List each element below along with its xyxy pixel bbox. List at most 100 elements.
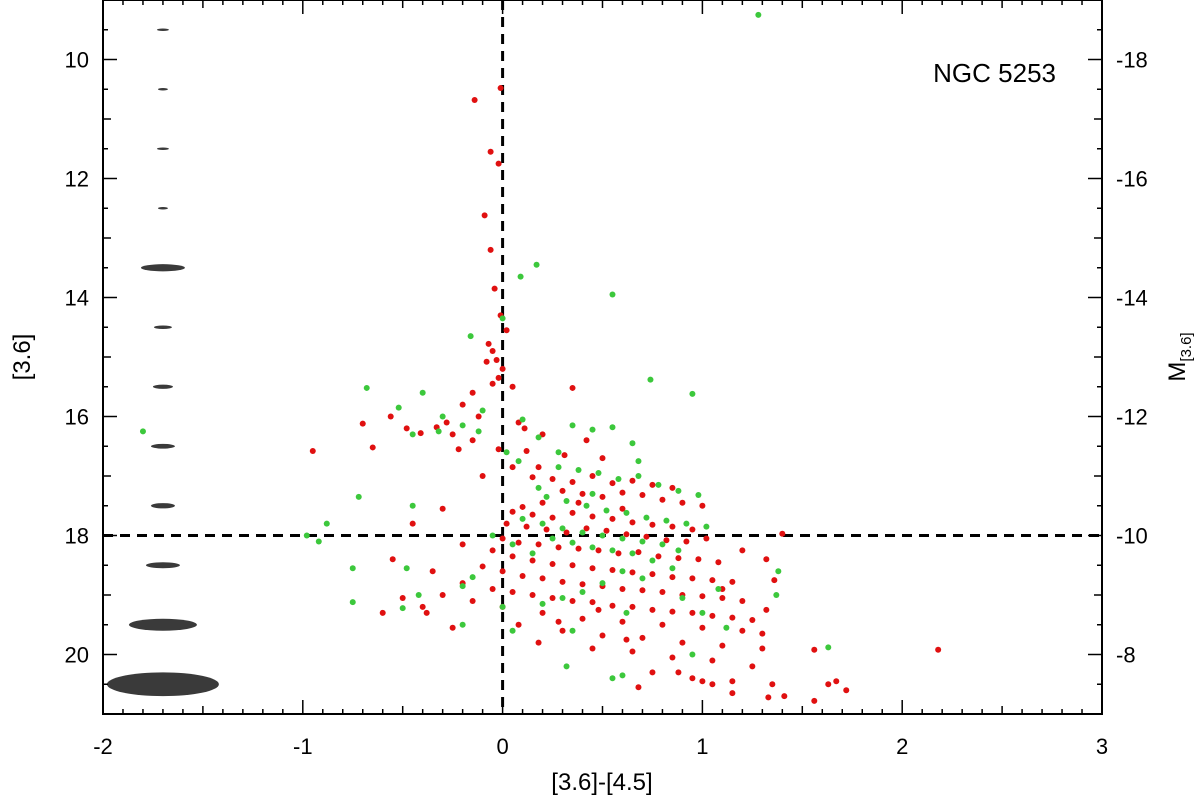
data-point-series-0 bbox=[595, 606, 602, 613]
data-point-series-0 bbox=[499, 568, 506, 575]
y2-axis-title: M[3.6] bbox=[1164, 332, 1195, 381]
data-point-series-0 bbox=[759, 630, 766, 637]
data-point-series-0 bbox=[669, 484, 676, 491]
data-point-series-0 bbox=[309, 448, 316, 455]
data-point-series-0 bbox=[549, 561, 556, 568]
data-point-series-0 bbox=[495, 374, 502, 381]
data-point-series-0 bbox=[563, 529, 570, 536]
data-point-series-1 bbox=[475, 428, 482, 435]
data-point-series-0 bbox=[519, 503, 526, 510]
data-point-series-1 bbox=[559, 594, 566, 601]
y-tick-label: 18 bbox=[65, 524, 89, 549]
data-point-series-0 bbox=[639, 587, 646, 594]
data-point-series-0 bbox=[417, 430, 424, 437]
data-point-series-0 bbox=[663, 537, 670, 544]
data-point-series-0 bbox=[679, 499, 686, 506]
data-point-series-0 bbox=[489, 547, 496, 554]
data-point-series-1 bbox=[643, 514, 650, 521]
y2-tick-label: -8 bbox=[1116, 643, 1136, 668]
data-point-series-0 bbox=[649, 481, 656, 488]
data-point-series-1 bbox=[655, 481, 662, 488]
data-point-series-0 bbox=[765, 694, 772, 701]
error-ellipse bbox=[153, 325, 172, 330]
data-point-series-0 bbox=[655, 553, 662, 560]
data-point-series-1 bbox=[615, 475, 622, 482]
y2-tick-label: -12 bbox=[1116, 405, 1148, 430]
data-point-series-1 bbox=[517, 273, 524, 280]
data-point-series-0 bbox=[555, 544, 562, 551]
data-point-series-1 bbox=[589, 544, 596, 551]
data-point-series-0 bbox=[675, 555, 682, 562]
error-ellipse bbox=[157, 207, 168, 210]
data-point-series-1 bbox=[579, 529, 586, 536]
data-point-series-1 bbox=[459, 583, 466, 590]
data-point-series-0 bbox=[569, 597, 576, 604]
data-point-series-0 bbox=[485, 340, 492, 347]
data-point-series-1 bbox=[639, 575, 646, 582]
data-point-series-1 bbox=[675, 547, 682, 554]
data-point-series-0 bbox=[649, 521, 656, 528]
data-point-series-0 bbox=[749, 663, 756, 670]
data-point-series-0 bbox=[555, 618, 562, 625]
data-point-series-0 bbox=[459, 401, 466, 408]
data-point-series-0 bbox=[419, 603, 426, 610]
annotation-label: NGC 5253 bbox=[933, 58, 1056, 88]
svg-text:M[3.6]: M[3.6] bbox=[1164, 332, 1195, 381]
data-point-series-1 bbox=[409, 431, 416, 438]
data-points bbox=[139, 11, 942, 704]
data-point-series-0 bbox=[609, 515, 616, 522]
data-point-series-1 bbox=[569, 627, 576, 634]
data-point-series-1 bbox=[773, 592, 780, 598]
data-point-series-0 bbox=[609, 567, 616, 574]
data-point-series-0 bbox=[709, 657, 716, 664]
data-point-series-0 bbox=[359, 420, 366, 427]
data-point-series-0 bbox=[529, 557, 536, 564]
data-point-series-0 bbox=[659, 496, 666, 503]
data-point-series-0 bbox=[619, 489, 626, 496]
data-point-series-1 bbox=[619, 535, 626, 542]
axis-ticks bbox=[102, 0, 1103, 715]
data-point-series-1 bbox=[599, 580, 606, 587]
data-point-series-1 bbox=[825, 644, 832, 651]
data-point-series-0 bbox=[699, 502, 706, 509]
data-point-series-0 bbox=[669, 654, 676, 661]
y2-tick-label: -18 bbox=[1116, 48, 1148, 73]
data-point-series-1 bbox=[535, 434, 542, 441]
data-point-series-1 bbox=[315, 538, 322, 545]
data-point-series-1 bbox=[609, 424, 616, 431]
error-ellipse bbox=[128, 618, 197, 631]
y-tick-label: 14 bbox=[65, 286, 89, 311]
data-point-series-0 bbox=[649, 606, 656, 613]
data-point-series-1 bbox=[349, 565, 356, 572]
x-tick-label: -2 bbox=[93, 734, 113, 759]
data-point-series-0 bbox=[469, 437, 476, 444]
data-point-series-0 bbox=[689, 609, 696, 616]
data-point-series-0 bbox=[709, 612, 716, 619]
data-point-series-0 bbox=[559, 578, 566, 585]
data-point-series-0 bbox=[635, 684, 642, 691]
data-point-series-0 bbox=[619, 586, 626, 593]
data-point-series-0 bbox=[503, 327, 510, 334]
data-point-series-1 bbox=[439, 413, 446, 420]
data-point-series-1 bbox=[303, 532, 310, 539]
data-point-series-1 bbox=[589, 426, 596, 433]
data-point-series-0 bbox=[675, 669, 682, 676]
data-point-series-0 bbox=[629, 519, 636, 526]
data-point-series-0 bbox=[459, 541, 466, 548]
data-point-series-1 bbox=[659, 541, 666, 548]
data-point-series-0 bbox=[811, 697, 818, 704]
data-point-series-1 bbox=[649, 557, 656, 564]
data-point-series-0 bbox=[629, 477, 636, 484]
data-point-series-0 bbox=[579, 615, 586, 622]
data-point-series-0 bbox=[569, 562, 576, 569]
data-point-series-0 bbox=[811, 646, 818, 653]
data-point-series-0 bbox=[589, 473, 596, 479]
data-point-series-0 bbox=[589, 513, 596, 520]
x-tick-label: 2 bbox=[896, 734, 908, 759]
data-point-series-1 bbox=[559, 525, 566, 532]
data-point-series-1 bbox=[639, 538, 646, 545]
x-tick-label: -1 bbox=[293, 734, 313, 759]
data-point-series-0 bbox=[583, 525, 590, 532]
data-point-series-0 bbox=[579, 581, 586, 588]
